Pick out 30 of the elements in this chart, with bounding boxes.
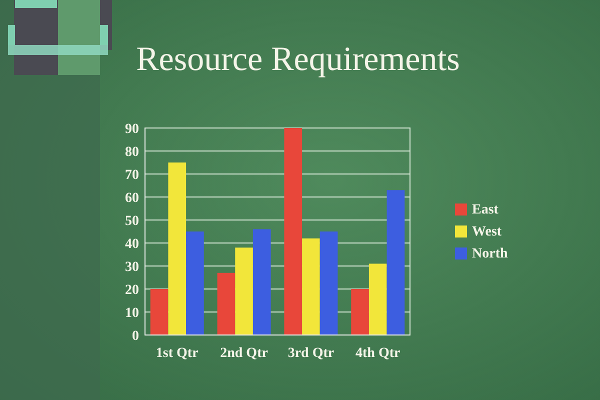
y-tick-label: 30 xyxy=(125,260,139,275)
bar xyxy=(302,238,320,335)
bar xyxy=(320,232,338,335)
legend-label: East xyxy=(472,202,499,218)
x-tick-label: 4th Qtr xyxy=(356,346,400,361)
x-tick-label: 1st Qtr xyxy=(156,346,198,361)
y-tick-label: 70 xyxy=(125,168,139,183)
bar xyxy=(217,272,236,335)
bar xyxy=(186,232,204,335)
y-tick-label: 40 xyxy=(125,236,139,252)
y-tick-label: 0 xyxy=(132,328,139,344)
x-tick-label: 2nd Qtr xyxy=(220,346,268,361)
legend-label: North xyxy=(472,246,508,262)
y-tick-label: 60 xyxy=(125,190,139,206)
bar xyxy=(235,248,253,335)
bar xyxy=(168,162,186,335)
chart-title: Resource Requirements xyxy=(136,41,460,78)
bar xyxy=(386,190,405,335)
bar xyxy=(252,229,271,335)
y-tick-label: 50 xyxy=(125,214,139,229)
bar xyxy=(284,128,302,335)
bar xyxy=(150,289,168,335)
legend-label: West xyxy=(472,224,502,240)
y-tick-label: 80 xyxy=(125,144,139,160)
bar xyxy=(351,289,369,335)
x-tick-label: 3rd Qtr xyxy=(288,346,334,361)
y-tick-label: 90 xyxy=(125,122,139,137)
bar xyxy=(368,264,387,335)
y-tick-label: 20 xyxy=(125,282,139,298)
y-tick-label: 10 xyxy=(125,306,139,321)
